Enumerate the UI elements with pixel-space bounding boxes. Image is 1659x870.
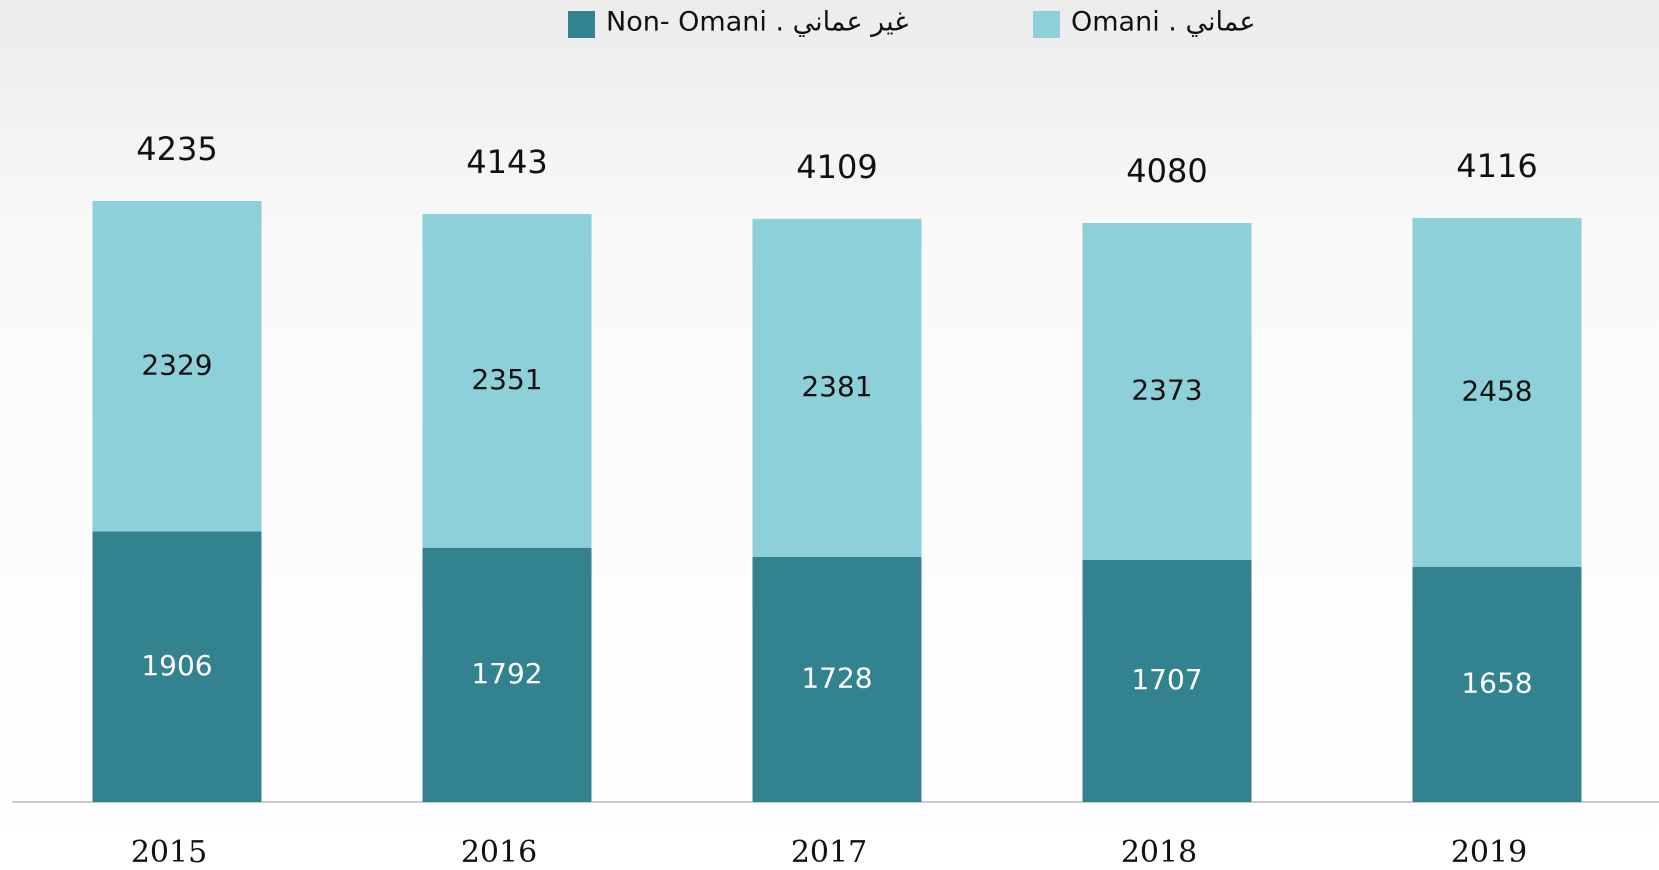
total-label: 4235 — [136, 130, 217, 168]
bar-segment — [1082, 222, 1252, 560]
bar-segment — [92, 201, 262, 532]
value-label: 2458 — [1461, 374, 1532, 407]
legend-label: Omani . عماني — [1071, 7, 1255, 38]
value-label: 2381 — [801, 370, 872, 403]
total-label: 4080 — [1126, 152, 1207, 190]
value-label: 2351 — [471, 363, 542, 396]
legend-swatch — [1033, 11, 1060, 38]
value-label: 1728 — [801, 661, 872, 694]
bar-segment — [752, 556, 922, 802]
bar-segment — [1412, 217, 1582, 567]
bar-segment — [1412, 566, 1582, 802]
value-label: 1707 — [1131, 663, 1202, 696]
bar-segment — [752, 218, 922, 557]
total-label: 4143 — [466, 143, 547, 181]
bar-segment — [422, 214, 592, 548]
bar-segment — [422, 547, 592, 802]
value-label: 2373 — [1131, 373, 1202, 406]
x-tick-label: 2018 — [1121, 835, 1197, 870]
legend-swatch — [568, 11, 595, 38]
bar-segment — [1082, 559, 1252, 802]
total-label: 4116 — [1456, 147, 1537, 185]
value-label: 1906 — [141, 649, 212, 682]
x-tick-label: 2017 — [791, 835, 867, 870]
x-tick-label: 2019 — [1451, 835, 1527, 870]
value-label: 1658 — [1461, 666, 1532, 699]
x-tick-label: 2016 — [461, 835, 537, 870]
value-label: 2329 — [141, 348, 212, 381]
x-tick-label: 2015 — [131, 835, 207, 870]
total-label: 4109 — [796, 148, 877, 186]
legend-label: Non- Omani . غير عماني — [606, 7, 908, 38]
value-label: 1792 — [471, 657, 542, 690]
bar-segment — [92, 531, 262, 802]
